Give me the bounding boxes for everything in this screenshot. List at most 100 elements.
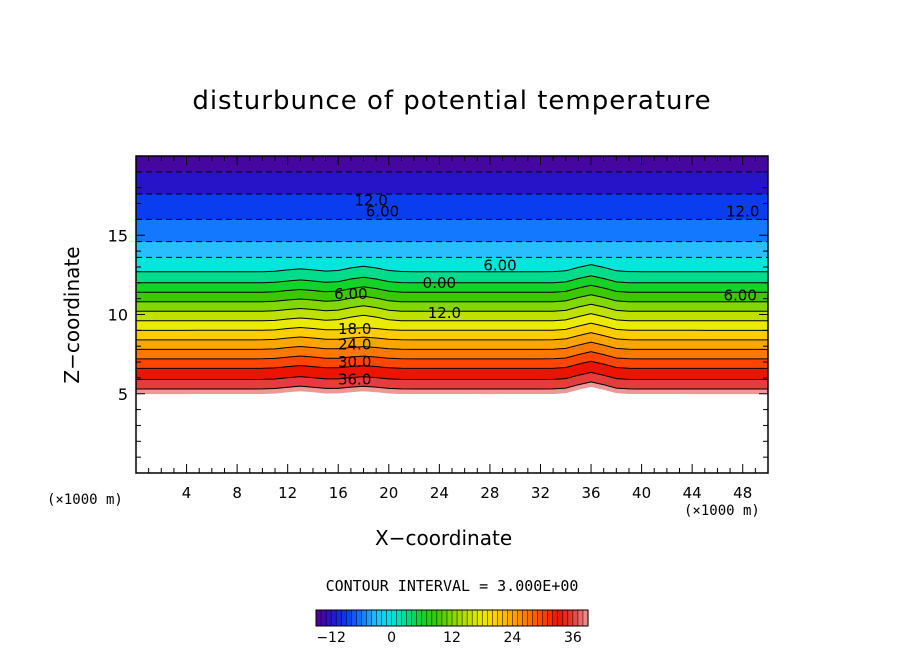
colorbar-segment bbox=[335, 609, 342, 627]
colorbar-segment bbox=[330, 609, 337, 627]
colorbar-segment bbox=[497, 609, 503, 627]
colorbar-segment bbox=[351, 609, 357, 627]
colorbar-segment bbox=[320, 609, 327, 627]
colorbar-tick-label: 24 bbox=[504, 630, 522, 646]
contour-lines bbox=[136, 171, 768, 390]
x-tick-label: 12 bbox=[278, 484, 297, 502]
field-band bbox=[136, 219, 768, 242]
contour-label: 0.00 bbox=[423, 274, 456, 292]
contour-label: 6.00 bbox=[366, 202, 399, 220]
colorbar-segment bbox=[481, 609, 488, 627]
colorbar-segment bbox=[577, 609, 584, 627]
contour-line bbox=[136, 360, 768, 369]
contour-line bbox=[136, 284, 768, 293]
x-tick-label: 40 bbox=[632, 484, 651, 502]
contour-label: 6.00 bbox=[334, 285, 367, 303]
colorbar-tick-label: 0 bbox=[387, 630, 396, 646]
contour-label: 6.00 bbox=[723, 286, 756, 304]
colorbar-tick-label: −12 bbox=[316, 630, 346, 646]
contour-line bbox=[136, 303, 768, 312]
colorbar-segment bbox=[451, 609, 458, 627]
colorbar-segment bbox=[562, 609, 569, 627]
colorbar-segment bbox=[345, 609, 352, 627]
x-tick-label: 24 bbox=[430, 484, 449, 502]
colorbar-segment bbox=[401, 609, 408, 627]
colorbar-segment bbox=[557, 609, 564, 627]
y-unit-label: (×1000 m) bbox=[47, 492, 123, 508]
colorbar-segment bbox=[466, 609, 473, 627]
colorbar-segment bbox=[522, 609, 529, 627]
field-band bbox=[136, 171, 768, 195]
colorbar-segment bbox=[532, 609, 539, 627]
colorbar-segment bbox=[476, 609, 483, 627]
colorbar-segment bbox=[376, 609, 383, 627]
y-axis-label: Z−coordinate bbox=[60, 246, 84, 384]
field-band bbox=[136, 241, 768, 258]
colorbar-segment bbox=[411, 609, 418, 627]
contour-label: 6.00 bbox=[483, 256, 516, 274]
colorbar-segment bbox=[542, 609, 549, 627]
colorbar-segment bbox=[487, 609, 493, 627]
colorbar-segment bbox=[547, 609, 554, 627]
colorbar-segment bbox=[361, 609, 367, 627]
contour-line bbox=[136, 322, 768, 331]
x-tick-label: 28 bbox=[480, 484, 499, 502]
x-tick-label: 4 bbox=[182, 484, 192, 502]
x-unit-label: (×1000 m) bbox=[684, 503, 760, 519]
contour-label: 36.0 bbox=[338, 370, 371, 388]
colorbar-segment bbox=[502, 609, 508, 627]
y-tick-label: 5 bbox=[118, 385, 128, 404]
contour-label: 12.0 bbox=[428, 304, 461, 322]
colorbar-segment bbox=[507, 609, 513, 627]
colorbar-tick-label: 36 bbox=[564, 630, 582, 646]
colorbar-segment bbox=[356, 609, 362, 627]
x-tick-label: 36 bbox=[581, 484, 600, 502]
colorbar-segment bbox=[517, 609, 524, 627]
x-axis: 4 8 12 16 20 24 28 32 36 40 44 48 bbox=[148, 156, 756, 502]
contour-line bbox=[136, 332, 768, 341]
x-tick-label: 32 bbox=[531, 484, 550, 502]
colorbar-segment bbox=[381, 609, 388, 627]
y-tick-label: 15 bbox=[108, 226, 128, 245]
contour-label: 24.0 bbox=[338, 336, 371, 354]
contour-line bbox=[136, 313, 768, 322]
y-tick-label: 10 bbox=[108, 306, 128, 325]
contour-label: 12.0 bbox=[354, 191, 387, 209]
colorbar-segment bbox=[416, 609, 423, 627]
contour-line bbox=[136, 264, 768, 273]
y-axis: 5 10 15 bbox=[108, 171, 768, 458]
colorbar-segment bbox=[421, 609, 428, 627]
contour-line bbox=[136, 381, 768, 390]
colorbar-segment bbox=[512, 609, 519, 627]
contour-line bbox=[136, 371, 768, 380]
colorbar: −12 0 12 24 36 bbox=[315, 609, 589, 646]
x-tick-label: 20 bbox=[379, 484, 398, 502]
x-tick-label: 44 bbox=[683, 484, 702, 502]
colorbar-segment bbox=[441, 609, 448, 627]
x-axis-label: X−coordinate bbox=[375, 526, 513, 550]
colorbar-segment bbox=[572, 609, 579, 627]
colorbar-segment bbox=[552, 609, 559, 627]
colorbar-segment bbox=[582, 609, 589, 627]
colorbar-segment bbox=[391, 609, 398, 627]
x-tick-label: 8 bbox=[232, 484, 242, 502]
colorbar-segment bbox=[396, 609, 403, 627]
field-band bbox=[136, 193, 768, 220]
colorbar-segment bbox=[406, 609, 413, 627]
colorbar-frame bbox=[315, 609, 589, 627]
chart-title: disturbunce of potential temperature bbox=[192, 86, 712, 116]
colorbar-segment bbox=[371, 609, 377, 627]
colorbar-segment bbox=[426, 609, 433, 627]
colorbar-segment bbox=[340, 609, 347, 627]
colorbar-segment bbox=[431, 609, 438, 627]
colorbar-segment bbox=[537, 609, 544, 627]
colorbar-segment bbox=[527, 609, 534, 627]
contour-line bbox=[136, 351, 768, 360]
colorbar-segment bbox=[567, 609, 574, 627]
contour-line bbox=[136, 275, 768, 284]
contour-line bbox=[136, 294, 768, 303]
colorbar-segment bbox=[386, 609, 393, 627]
field-band bbox=[136, 257, 768, 272]
